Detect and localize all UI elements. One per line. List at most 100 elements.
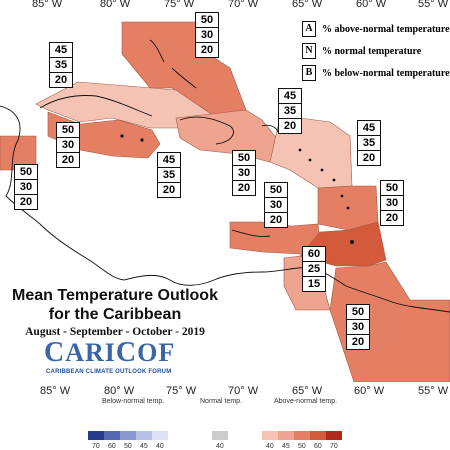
region-probability-box: 50 30 20 xyxy=(14,164,38,210)
normal-value: 35 xyxy=(50,58,72,73)
above-normal-value: 45 xyxy=(158,153,180,168)
region-probability-box: 50 30 20 xyxy=(232,150,256,196)
colorbar-below-tick: 70 xyxy=(92,443,100,450)
region-hispaniola xyxy=(175,109,279,163)
map-title-line2: for the Caribbean xyxy=(48,306,182,323)
colorbar-above-tick: 60 xyxy=(314,443,322,450)
normal-value: 30 xyxy=(57,138,79,153)
caricof-logo-tagline: CARIBBEAN CLIMATE OUTLOOK FORUM xyxy=(46,369,172,375)
normal-value: 30 xyxy=(15,180,37,195)
legend-key-below: B xyxy=(302,65,316,81)
above-normal-value: 45 xyxy=(279,89,301,104)
below-normal-value: 20 xyxy=(19,196,33,208)
legend-key-normal: N xyxy=(302,43,316,59)
region-probability-box: 45 35 20 xyxy=(357,120,381,166)
legend-text-below: % below-normal temperature xyxy=(322,67,450,79)
legend-text-above: % above-normal temperature xyxy=(322,23,450,35)
colorbar-below-swatch xyxy=(136,431,152,440)
above-normal-value: 50 xyxy=(347,305,369,320)
colorbar-above-swatch xyxy=(278,431,294,440)
longitude-tick-top: 80° W xyxy=(100,0,131,10)
map-subtitle: August - September - October - 2019 xyxy=(25,326,205,338)
normal-value: 30 xyxy=(347,320,369,335)
below-normal-value: 20 xyxy=(385,212,399,224)
below-normal-value: 20 xyxy=(283,120,297,132)
colorbar-above-swatch xyxy=(326,431,342,440)
above-normal-value: 60 xyxy=(303,247,325,262)
colorbar-normal-swatch xyxy=(212,431,228,440)
legend-text-normal: % normal temperature xyxy=(322,45,422,57)
caricof-logo-wordmark: CARICOF xyxy=(44,337,176,368)
longitude-tick-bottom: 75° W xyxy=(166,385,197,397)
caricof-logo: CARICOF CARIBBEAN CLIMATE OUTLOOK FORUM xyxy=(44,337,190,381)
above-normal-value: 50 xyxy=(196,13,218,28)
colorbar-below-tick: 60 xyxy=(108,443,116,450)
colorbar-above-swatch xyxy=(294,431,310,440)
colorbar-below-tick: 40 xyxy=(156,443,164,450)
normal-value: 35 xyxy=(358,136,380,151)
longitude-tick-top: 65° W xyxy=(292,0,323,10)
colorbar-below-tick: 45 xyxy=(140,443,148,450)
longitude-tick-top: 70° W xyxy=(228,0,259,10)
map-title-line1: Mean Temperature Outlook xyxy=(12,287,218,304)
longitude-tick-bottom: 80° W xyxy=(104,385,135,397)
legend-row-below: B % below-normal temperature xyxy=(298,62,450,84)
colorbar-below-title: Below-normal temp. xyxy=(102,398,165,405)
colorbar-above-swatch xyxy=(310,431,326,440)
above-normal-value: 50 xyxy=(233,151,255,166)
region-probability-box: 50 30 20 xyxy=(195,12,219,58)
region-probability-box: 50 30 20 xyxy=(56,122,80,168)
below-normal-value: 20 xyxy=(269,214,283,226)
colorbar-above-tick: 70 xyxy=(330,443,338,450)
longitude-tick-top: 55° W xyxy=(418,0,449,10)
normal-value: 30 xyxy=(196,28,218,43)
above-normal-value: 50 xyxy=(15,165,37,180)
colorbar-above-tick: 40 xyxy=(266,443,274,450)
colorbar-below-swatch xyxy=(104,431,120,440)
colorbar-below-swatch xyxy=(152,431,168,440)
normal-value: 35 xyxy=(158,168,180,183)
legend-row-normal: N % normal temperature xyxy=(298,40,450,62)
above-normal-value: 45 xyxy=(50,43,72,58)
colorbar-above-swatch xyxy=(262,431,278,440)
colorbar-above-tick: 50 xyxy=(298,443,306,450)
below-normal-value: 15 xyxy=(307,278,321,290)
region-probability-box: 50 30 20 xyxy=(264,182,288,228)
region-probability-box: 50 30 20 xyxy=(380,180,404,226)
below-normal-value: 20 xyxy=(200,44,214,56)
colorbar-normal-tick: 40 xyxy=(216,443,224,450)
colorbar-above-title: Above-normal temp. xyxy=(274,398,338,405)
normal-value: 35 xyxy=(279,104,301,119)
colorbar-normal-title: Normal temp. xyxy=(200,398,243,405)
region-probability-box: 45 35 20 xyxy=(49,42,73,88)
region-probability-box: 45 35 20 xyxy=(278,88,302,134)
longitude-tick-bottom: 55° W xyxy=(418,385,449,397)
region-probability-box: 60 25 15 xyxy=(302,246,326,292)
region-guianas xyxy=(329,261,450,382)
small-islands xyxy=(120,134,354,244)
caribbean-map xyxy=(0,21,450,382)
below-normal-value: 20 xyxy=(237,182,251,194)
coastlines xyxy=(0,39,450,313)
normal-value: 30 xyxy=(381,196,403,211)
normal-value: 30 xyxy=(233,166,255,181)
below-normal-value: 20 xyxy=(351,336,365,348)
region-probability-box: 45 35 20 xyxy=(157,152,181,198)
normal-value: 25 xyxy=(303,262,325,277)
above-normal-value: 50 xyxy=(381,181,403,196)
colorbar-above-tick: 45 xyxy=(282,443,290,450)
colorbar-below-swatch xyxy=(88,431,104,440)
legend-key-above: A xyxy=(302,21,316,37)
colorbar-below-tick: 50 xyxy=(124,443,132,450)
longitude-tick-top: 75° W xyxy=(164,0,195,10)
longitude-tick-top: 85° W xyxy=(32,0,63,10)
probability-legend: A % above-normal temperature N % normal … xyxy=(298,18,450,84)
title-block: Mean Temperature Outlook for the Caribbe… xyxy=(0,286,230,338)
region-probability-box: 50 30 20 xyxy=(346,304,370,350)
below-normal-value: 20 xyxy=(162,184,176,196)
longitude-tick-bottom: 60° W xyxy=(354,385,385,397)
normal-value: 30 xyxy=(265,198,287,213)
longitude-tick-top: 60° W xyxy=(356,0,387,10)
longitude-tick-bottom: 85° W xyxy=(40,385,71,397)
longitude-tick-bottom: 70° W xyxy=(228,385,259,397)
